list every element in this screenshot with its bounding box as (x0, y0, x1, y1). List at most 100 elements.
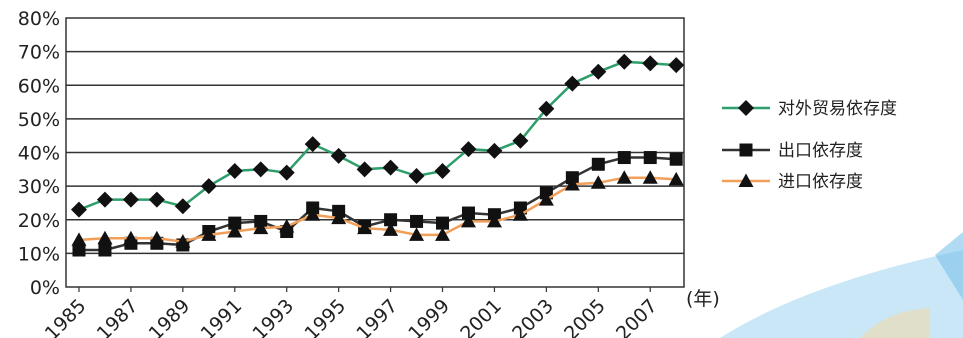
x-tick-label: 2007 (612, 295, 662, 338)
plot-area: 0%10%20%30%40%50%60%70%80%1985 1987 1989 19… (18, 8, 720, 338)
data-point-trade-dependence (148, 191, 165, 208)
x-tick-label: 1991 (197, 295, 247, 338)
series-line-trade-dependence (78, 60, 677, 211)
data-point-export-dependence (228, 216, 242, 230)
y-tick-label: 0% (30, 277, 60, 299)
data-point-import-dependence (279, 218, 295, 233)
data-point-import-dependence (97, 230, 113, 245)
decorative-blue-wedge (935, 232, 963, 300)
data-point-import-dependence (564, 176, 580, 191)
data-point-import-dependence (590, 175, 606, 189)
data-point-trade-dependence (304, 136, 321, 153)
data-point-export-dependence (98, 243, 112, 257)
legend-item-trade-dependence: 对外贸易依存度 (722, 99, 897, 119)
y-tick-label: 40% (18, 143, 60, 165)
series-export-dependence (72, 151, 683, 257)
legend-item-export-dependence: 出口依存度 (722, 141, 863, 161)
x-tick-label: 2003 (508, 295, 558, 338)
data-point-trade-dependence (382, 159, 399, 176)
decorative-orange-shape (860, 308, 930, 338)
legend-marker (739, 143, 753, 157)
series-line-import-dependence (78, 176, 677, 243)
legend-marker (738, 100, 754, 116)
data-point-trade-dependence (70, 201, 87, 218)
data-point-trade-dependence (96, 191, 113, 208)
data-point-import-dependence (71, 232, 87, 246)
y-tick-label: 20% (18, 210, 60, 232)
x-tick-label: 1997 (352, 295, 402, 338)
data-point-export-dependence (72, 243, 86, 257)
data-point-import-dependence (201, 227, 217, 241)
data-point-trade-dependence (408, 168, 425, 185)
data-point-import-dependence (253, 220, 269, 235)
y-tick-label: 30% (18, 176, 60, 198)
x-tick-label: 1993 (248, 295, 298, 338)
data-point-import-dependence (383, 222, 399, 236)
data-point-import-dependence (175, 234, 191, 248)
y-tick-label: 10% (18, 243, 60, 265)
data-point-trade-dependence (512, 132, 529, 149)
data-point-trade-dependence (278, 164, 295, 181)
data-point-import-dependence (538, 192, 554, 206)
data-point-trade-dependence (590, 63, 607, 80)
legend-label: 出口依存度 (778, 141, 863, 161)
data-point-trade-dependence (668, 57, 685, 74)
x-unit-label: (年) (686, 288, 720, 310)
data-point-export-dependence (617, 151, 631, 165)
data-point-import-dependence (460, 213, 476, 228)
data-point-import-dependence (486, 213, 502, 228)
data-point-trade-dependence (434, 162, 451, 179)
series-trade-dependence (70, 53, 685, 218)
data-point-export-dependence (591, 157, 605, 171)
x-tick-label: 1987 (93, 295, 143, 338)
data-point-trade-dependence (460, 141, 477, 158)
data-point-export-dependence (436, 216, 450, 230)
data-point-import-dependence (331, 210, 347, 225)
data-point-trade-dependence (616, 53, 633, 70)
data-point-trade-dependence (486, 142, 503, 159)
data-point-trade-dependence (330, 147, 347, 164)
x-tick-label: 1989 (145, 295, 195, 338)
x-tick-label: 1999 (404, 295, 454, 338)
data-point-trade-dependence (122, 191, 139, 208)
decorative-blue-shape (720, 250, 963, 338)
x-tick-label: 1995 (300, 295, 350, 338)
data-point-export-dependence (410, 214, 424, 228)
data-point-import-dependence (642, 170, 658, 184)
x-tick-label: 2001 (456, 295, 506, 338)
data-point-trade-dependence (226, 162, 243, 179)
x-tick-label: 2005 (560, 295, 610, 338)
legend-label: 进口依存度 (778, 172, 863, 192)
y-tick-label: 80% (18, 8, 60, 30)
data-point-import-dependence (123, 230, 139, 245)
data-point-trade-dependence (356, 161, 373, 178)
data-point-import-dependence (512, 207, 528, 221)
data-point-export-dependence (669, 152, 683, 166)
data-point-trade-dependence (200, 178, 217, 195)
data-point-trade-dependence (538, 100, 555, 117)
data-point-export-dependence (643, 151, 657, 165)
data-point-import-dependence (435, 227, 451, 241)
data-point-export-dependence (384, 213, 398, 227)
legend-label: 对外贸易依存度 (778, 99, 897, 119)
data-point-trade-dependence (564, 75, 581, 92)
data-point-import-dependence (409, 227, 425, 241)
legend-item-import-dependence: 进口依存度 (722, 172, 863, 192)
x-tick-label: 1985 (41, 295, 91, 338)
legend-marker (738, 173, 754, 187)
data-point-import-dependence (305, 207, 321, 221)
data-point-trade-dependence (252, 161, 269, 178)
series-import-dependence (71, 170, 684, 248)
y-tick-label: 60% (18, 75, 60, 97)
data-point-import-dependence (227, 224, 243, 238)
data-point-import-dependence (357, 220, 373, 235)
data-point-trade-dependence (642, 55, 659, 72)
data-point-import-dependence (668, 171, 684, 186)
data-point-import-dependence (149, 230, 165, 245)
y-tick-label: 50% (18, 109, 60, 131)
data-point-import-dependence (616, 170, 632, 184)
data-point-trade-dependence (174, 198, 191, 215)
